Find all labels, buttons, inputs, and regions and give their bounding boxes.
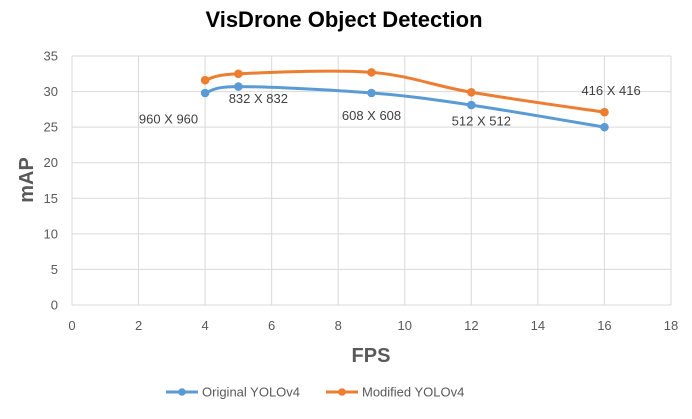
data-label: 608 X 608 <box>342 108 401 123</box>
x-tick-label: 12 <box>464 318 478 333</box>
data-point <box>234 82 243 91</box>
y-tick-label: 0 <box>51 298 58 313</box>
x-tick-label: 0 <box>68 318 75 333</box>
data-point <box>467 100 476 110</box>
data-point <box>600 107 609 117</box>
annotations: 960 X 960 832 X 832 608 X 608 512 X 512 416 … <box>139 83 641 129</box>
data-point <box>467 87 476 97</box>
plot-area <box>200 68 609 132</box>
x-tick-label: 16 <box>597 318 611 333</box>
y-tick-label: 30 <box>44 84 58 99</box>
data-label: 832 X 832 <box>229 91 288 106</box>
data-point <box>200 88 210 98</box>
data-point <box>367 88 376 98</box>
y-axis-title: mAP <box>16 157 38 203</box>
series-line <box>203 69 606 114</box>
x-tick-label: 2 <box>135 318 142 333</box>
x-tick-label: 10 <box>398 318 412 333</box>
data-point <box>200 75 210 85</box>
x-tick-label: 18 <box>664 318 678 333</box>
y-tick-label: 20 <box>44 155 58 170</box>
y-tick-label: 35 <box>44 49 58 64</box>
legend-swatch-marker <box>338 388 346 396</box>
legend-item: Modified YOLOv4 <box>326 385 464 400</box>
y-tick-label: 10 <box>44 226 58 241</box>
y-tick-label: 25 <box>44 120 58 135</box>
data-point <box>234 69 243 79</box>
series-original-yolov4 <box>200 82 609 132</box>
data-label: 416 X 416 <box>581 83 640 98</box>
legend-swatch-marker <box>178 388 186 396</box>
x-axis-title: FPS <box>352 345 391 367</box>
legend-label: Original YOLOv4 <box>202 385 300 400</box>
gridlines <box>71 55 672 306</box>
x-axis: 0 2 4 6 8 10 12 14 16 18 <box>68 318 678 333</box>
legend: Original YOLOv4 Modified YOLOv4 <box>166 385 464 400</box>
chart-title: VisDrone Object Detection <box>205 7 482 32</box>
series-modified-yolov4 <box>200 68 609 117</box>
data-point <box>600 122 609 132</box>
legend-item: Original YOLOv4 <box>166 385 300 400</box>
y-tick-label: 5 <box>51 262 58 277</box>
series-line <box>203 85 606 129</box>
y-tick-label: 15 <box>44 191 58 206</box>
data-point <box>367 68 376 77</box>
x-tick-label: 8 <box>335 318 342 333</box>
data-label: 512 X 512 <box>452 114 511 129</box>
x-tick-label: 14 <box>531 318 545 333</box>
legend-label: Modified YOLOv4 <box>362 385 464 400</box>
x-tick-label: 4 <box>201 318 208 333</box>
x-tick-label: 6 <box>268 318 275 333</box>
data-label: 960 X 960 <box>139 112 198 127</box>
y-axis: 0 5 10 15 20 25 30 35 <box>44 49 58 313</box>
